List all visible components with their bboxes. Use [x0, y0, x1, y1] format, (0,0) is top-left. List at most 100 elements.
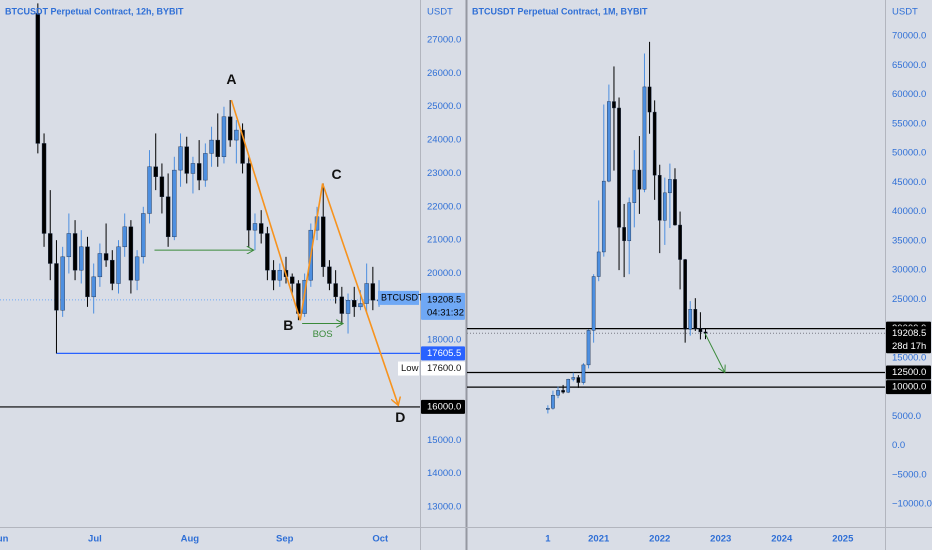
candle-body [586, 330, 591, 366]
candle-body [617, 107, 621, 228]
candle-body [561, 390, 565, 393]
y-tick-label: 20000.0 [427, 268, 461, 279]
candle-body [339, 296, 345, 314]
candle-body [591, 276, 596, 331]
x-tick-label: Oct [372, 534, 389, 545]
y-tick-label: −10000.0 [892, 499, 932, 510]
level-price-label: 12500.0 [892, 367, 926, 378]
arrow-label: BOS [313, 329, 333, 340]
candle-body [370, 283, 376, 301]
level-price-box [421, 399, 465, 414]
candle-body [184, 146, 189, 174]
candle-body [652, 111, 657, 176]
candle-body [203, 153, 208, 181]
candle-body [637, 169, 642, 190]
x-tick-label: Jul [88, 534, 102, 545]
axis-unit: USDT [892, 7, 918, 18]
candle-body [678, 224, 682, 260]
candle-body [333, 283, 338, 298]
pattern-label: D [395, 409, 405, 425]
x-tick-label: 2021 [588, 534, 610, 545]
candle-body [165, 196, 171, 238]
candle-body [551, 395, 555, 409]
candle-body [556, 390, 560, 396]
x-tick-label: 2022 [649, 534, 670, 545]
candle-body [277, 269, 282, 281]
y-tick-label: 40000.0 [892, 206, 926, 217]
candle-body [66, 233, 72, 258]
x-tick-label: 2024 [771, 534, 793, 545]
candle-body [668, 179, 672, 194]
y-tick-label: 21000.0 [427, 235, 461, 246]
candle-body [48, 233, 53, 264]
symbol-tag-box [378, 290, 419, 305]
plot-area [467, 41, 885, 414]
candle-body [612, 101, 616, 109]
y-tick-label: 15000.0 [427, 435, 461, 446]
candle-body [662, 192, 667, 221]
level-price-box [886, 365, 931, 380]
x-tick-label: 2023 [710, 534, 731, 545]
candle-body [581, 364, 586, 383]
level-price-label: 17605.5 [427, 348, 461, 359]
low-tag-box [398, 361, 419, 376]
candle-body [134, 256, 140, 281]
candle-body [271, 269, 276, 281]
y-tick-label: 15000.0 [892, 352, 926, 363]
y-tick-label: 25000.0 [427, 101, 461, 112]
candle-body [364, 283, 369, 304]
low-tag: Low [401, 363, 419, 374]
x-tick-label: Aug [181, 534, 200, 545]
candle-body [240, 129, 245, 164]
y-tick-label: 14000.0 [427, 468, 461, 479]
y-tick-label: 13000.0 [427, 502, 461, 513]
candle-body [688, 309, 693, 330]
candle-body [41, 143, 47, 234]
x-tick-label: 1 [545, 534, 551, 545]
candle-body [252, 223, 258, 231]
candle-body [172, 169, 177, 238]
candle-body [178, 146, 183, 171]
level-price-box [886, 380, 931, 395]
candle-body [103, 253, 109, 261]
pattern-label: C [332, 166, 342, 182]
level-price-label: 10000.0 [892, 382, 926, 393]
y-tick-label: 65000.0 [892, 60, 926, 71]
chart-title: BTCUSDT Perpetual Contract, 12h, BYBIT [5, 6, 184, 16]
candle-body [209, 139, 214, 154]
candle-body [622, 227, 626, 242]
y-tick-label: 18000.0 [427, 335, 461, 346]
candle-body [571, 377, 576, 380]
x-tick-label: Sep [276, 534, 294, 545]
candle-body [693, 309, 698, 329]
candle-body [673, 179, 677, 226]
y-tick-label: 50000.0 [892, 148, 926, 159]
y-tick-label: 23000.0 [427, 168, 461, 179]
candle-body [159, 176, 165, 197]
candle-body [265, 233, 270, 271]
candle-body [321, 216, 326, 268]
candle-body [627, 202, 632, 242]
candle-body [698, 328, 703, 333]
candle-body [147, 166, 152, 214]
y-tick-label: 0.0 [892, 440, 905, 451]
candle-body [258, 223, 264, 234]
x-tick-label: Jun [0, 534, 9, 545]
low-price-label: 17600.0 [427, 363, 461, 374]
y-tick-label: 22000.0 [427, 201, 461, 212]
candle-body [128, 226, 134, 281]
candle-body [85, 246, 90, 298]
candle-body [116, 246, 121, 284]
y-tick-label: 27000.0 [427, 35, 461, 46]
last-price-label: 19208.5 [892, 328, 926, 339]
pattern-label: B [283, 317, 293, 333]
candle-body [601, 180, 606, 253]
candle-body [576, 377, 581, 383]
candle-body [79, 246, 84, 271]
candle-body [642, 86, 647, 190]
candle-body [683, 259, 687, 330]
y-tick-label: 26000.0 [427, 68, 461, 79]
candle-body [566, 379, 571, 393]
low-price-box [421, 361, 465, 376]
